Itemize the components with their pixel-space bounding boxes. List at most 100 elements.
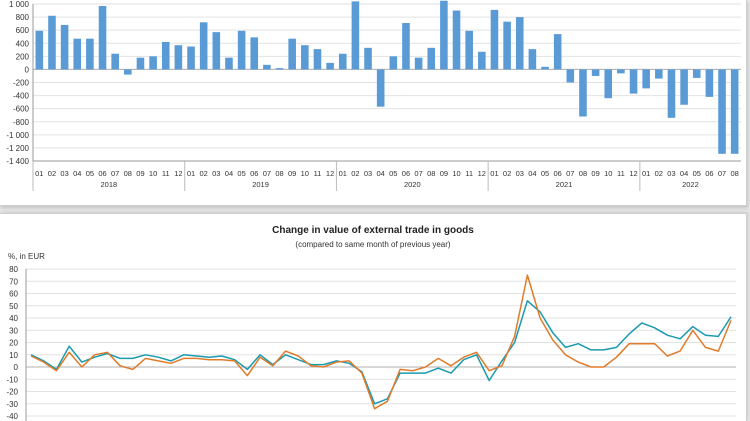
bar: [667, 69, 676, 118]
x-tick-label: 08: [579, 169, 587, 178]
year-label: 2021: [556, 180, 573, 189]
bar: [427, 47, 436, 70]
y-tick-label: -1 400: [6, 157, 29, 166]
bar: [86, 38, 94, 70]
x-tick-label: 01: [35, 169, 43, 178]
x-tick-label: 03: [212, 169, 220, 178]
x-tick-label: 05: [86, 169, 94, 178]
x-tick-label: 07: [263, 169, 271, 178]
x-tick-label: 12: [326, 169, 334, 178]
x-tick-label: 02: [351, 169, 359, 178]
y-tick-label: -1 000: [6, 131, 29, 140]
year-label: 2018: [101, 180, 118, 189]
x-tick-label: 03: [364, 169, 372, 178]
x-tick-label: 01: [187, 169, 195, 178]
bar: [414, 57, 423, 70]
x-tick-label: 02: [48, 169, 56, 178]
x-tick-label: 08: [731, 169, 739, 178]
bar: [111, 53, 119, 70]
x-tick-label: 07: [414, 169, 422, 178]
y-tick-label: -400: [13, 92, 30, 101]
y-tick-label: 20: [9, 339, 18, 348]
bar: [364, 47, 372, 70]
y-tick-label: 70: [9, 277, 18, 286]
y-tick-label: -40: [6, 412, 18, 421]
x-tick-label: 06: [250, 169, 258, 178]
x-tick-label: 05: [541, 169, 549, 178]
x-tick-label: 03: [60, 169, 68, 178]
year-label: 2022: [682, 180, 699, 189]
balance-bar-chart: 1 000 800 600 400 200 0 -200 -400 -600 -800 -1 000…: [6, 0, 741, 191]
bar: [402, 22, 410, 70]
x-tick-label: 02: [503, 169, 511, 178]
bar: [629, 69, 638, 94]
x-tick-label: 09: [136, 169, 144, 178]
x-tick-label: 01: [642, 169, 650, 178]
y-tick-label: 60: [9, 290, 18, 299]
bar: [73, 38, 82, 70]
balance-chart-panel: 1 000 800 600 400 200 0 -200 -400 -600 -800 -1 000…: [0, 0, 747, 206]
y-tick-label: -600: [13, 105, 30, 114]
bar: [237, 30, 246, 70]
x-tick-label: 10: [604, 169, 612, 178]
bar: [440, 0, 448, 70]
bar: [187, 46, 195, 70]
x-tick-label: 04: [377, 169, 385, 178]
x-tick-label: 12: [629, 169, 637, 178]
bar: [692, 69, 701, 78]
bar: [642, 69, 650, 89]
x-tick-label: 10: [149, 169, 157, 178]
y-tick-label: 0: [14, 363, 19, 372]
bar: [591, 69, 600, 76]
bar: [579, 69, 587, 117]
x-tick-label: 09: [440, 169, 448, 178]
y-tick-label: 600: [16, 26, 30, 35]
y-tick-label: 40: [9, 314, 18, 323]
bar: [515, 17, 524, 70]
bar: [553, 34, 562, 70]
bar: [490, 9, 499, 70]
bar: [338, 53, 347, 70]
bar: [718, 69, 726, 154]
bar: [389, 56, 398, 70]
x-tick-label: 09: [591, 169, 599, 178]
x-tick-label: 05: [693, 169, 701, 178]
y-tick-label: 400: [16, 39, 30, 48]
change-line-chart: Change in value of external trade in goo…: [6, 225, 736, 421]
bar: [680, 69, 688, 105]
y-tick-label: 0: [25, 65, 30, 74]
bar: [604, 69, 613, 99]
x-tick-label: 01: [490, 169, 498, 178]
series-line-1: [30, 300, 732, 405]
y-tick-label: 50: [9, 302, 18, 311]
x-tick-label: 08: [275, 169, 283, 178]
bar: [149, 56, 157, 70]
x-tick-label: 09: [288, 169, 296, 178]
year-label: 2020: [404, 180, 421, 189]
x-tick-label: 10: [301, 169, 309, 178]
y-axis-unit-label: %, in EUR: [8, 252, 45, 261]
bar: [617, 69, 625, 74]
bar: [250, 37, 259, 70]
bar: [655, 69, 663, 79]
bar: [98, 5, 107, 70]
x-tick-label: 01: [339, 169, 347, 178]
bar: [351, 1, 360, 70]
bar: [376, 69, 385, 107]
y-tick-label: 200: [16, 52, 30, 61]
x-tick-label: 02: [655, 169, 663, 178]
y-tick-label: 800: [16, 13, 30, 22]
chart-title: Change in value of external trade in goo…: [272, 225, 474, 236]
x-tick-label: 04: [225, 169, 233, 178]
bar: [541, 66, 549, 70]
x-tick-label: 04: [528, 169, 536, 178]
series-line-2: [30, 274, 732, 410]
bar: [705, 69, 714, 97]
x-tick-label: 10: [452, 169, 460, 178]
y-tick-label: 30: [9, 326, 18, 335]
bar: [478, 51, 486, 70]
y-tick-label: 10: [9, 351, 18, 360]
x-tick-label: 08: [427, 169, 435, 178]
x-tick-label: 06: [705, 169, 713, 178]
x-tick-label: 11: [465, 169, 473, 178]
